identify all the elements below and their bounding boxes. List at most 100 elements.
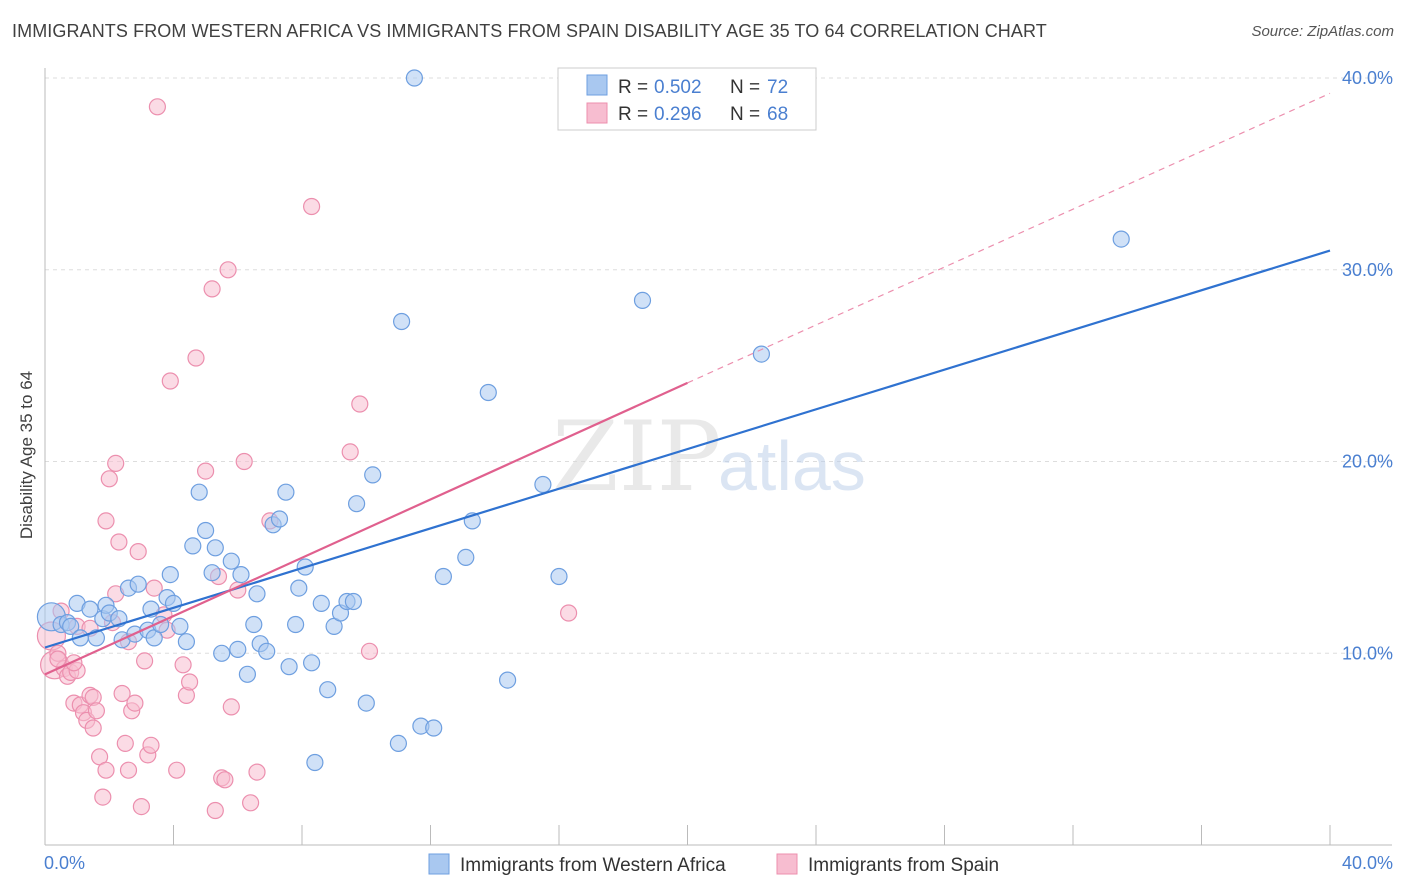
western-africa-point [203,564,221,582]
spain-point [110,533,128,551]
western-africa-point [232,565,250,584]
y-tick-label: 10.0% [1342,643,1393,663]
x-tick-label: 0.0% [44,853,85,873]
spain-point [187,349,205,367]
western-africa-point [364,466,382,484]
trend-lines [44,92,1331,676]
spain-point [116,734,134,753]
spain-point [360,642,379,660]
western-africa-point [434,567,452,586]
western-africa-point [206,539,224,557]
spain-point [248,763,266,781]
spain-point [242,794,260,812]
spain-point [168,761,186,779]
western-africa-point [357,694,375,712]
spain-point [181,673,199,691]
western-africa-point [238,665,256,683]
bottom-legend-label-pink: Immigrants from Spain [808,855,999,876]
spain-point [235,452,253,471]
western-africa-point [479,383,497,402]
bottom-legend-swatch-pink [776,853,798,875]
western-africa-point [287,615,305,634]
legend-swatch-pink [586,102,608,124]
spain-point [119,761,138,779]
source-label: Source: ZipAtlas.com [1251,23,1394,40]
spain-point [126,694,144,712]
western-africa-point [405,69,423,87]
western-africa-point [197,521,215,540]
western-africa-point [222,552,240,570]
y-tick-label: 30.0% [1342,260,1393,280]
y-axis-title: Disability Age 35 to 64 [17,371,36,539]
western-africa-point [81,600,99,618]
axis-layer: 10.0% 20.0% 30.0% 40.0% 0.0% 40.0% [44,68,1393,873]
spain-trend-line [44,381,688,676]
western-africa-point [633,291,652,309]
western-africa-point [171,617,189,636]
western-africa-point [270,510,289,528]
western-africa-point [280,658,298,676]
spain-point [341,443,359,461]
y-tick-label: 20.0% [1342,452,1393,472]
legend-n-label-blue: N = [730,77,760,98]
western-africa-point [277,483,295,501]
spain-point [94,788,112,806]
western-africa-point [312,594,330,613]
legend-r-value-blue: 0.502 [654,77,702,98]
bottom-legend-label-blue: Immigrants from Western Africa [460,855,726,876]
legend-swatch-blue [586,74,608,96]
watermark-zip: ZIP [552,401,721,513]
spain-point [145,579,163,597]
watermark: ZIP atlas [552,401,866,513]
spain-point [100,470,118,488]
western-africa-point [129,575,147,593]
spain-point [303,197,321,216]
spain-point [129,542,147,561]
western-africa-point [229,640,247,659]
spain-point [206,801,224,820]
bottom-legend: Immigrants from Western Africa Immigrant… [428,853,999,876]
western-africa-point [303,654,321,672]
bottom-legend-swatch-blue [428,853,450,875]
western-africa-point [499,671,517,689]
western-africa-point [177,633,195,651]
spain-point [203,280,221,298]
top-legend: R = 0.502 N = 72 R = 0.296 N = 68 [557,67,817,131]
western-africa-point [393,312,411,331]
legend-r-label-pink: R = [618,104,648,125]
spain-point [148,98,166,116]
western-africa-point [344,592,362,611]
spain-point [197,462,215,480]
western-africa-point [245,615,263,634]
y-tick-label: 40.0% [1342,68,1393,88]
spain-point [132,797,150,816]
western-africa-points [36,69,1130,772]
spain-point [97,512,115,530]
western-africa-trend-line [44,249,1331,649]
chart-title: IMMIGRANTS FROM WESTERN AFRICA VS IMMIGR… [12,21,1047,41]
spain-point [49,650,67,668]
western-africa-point [213,644,231,662]
legend-n-value-pink: 68 [767,104,788,125]
western-africa-point [248,585,266,603]
spain-trend-extension [687,92,1331,384]
spain-point [87,702,106,720]
legend-r-label-blue: R = [618,77,648,98]
spain-point [84,719,102,737]
spain-point [219,261,237,279]
spain-point [216,771,234,789]
western-africa-point [190,483,208,501]
spain-point [351,395,369,413]
legend-n-label-pink: N = [730,104,760,125]
legend-r-value-pink: 0.296 [654,104,702,125]
western-africa-point [348,495,366,513]
spain-point [559,604,578,622]
western-africa-point [184,537,202,555]
spain-point [107,454,125,472]
spain-point [161,372,179,390]
western-africa-point [62,617,80,636]
western-africa-point [306,753,324,772]
x-tick-label: 40.0% [1342,853,1393,873]
western-africa-point [161,565,179,584]
western-africa-point [752,345,771,363]
